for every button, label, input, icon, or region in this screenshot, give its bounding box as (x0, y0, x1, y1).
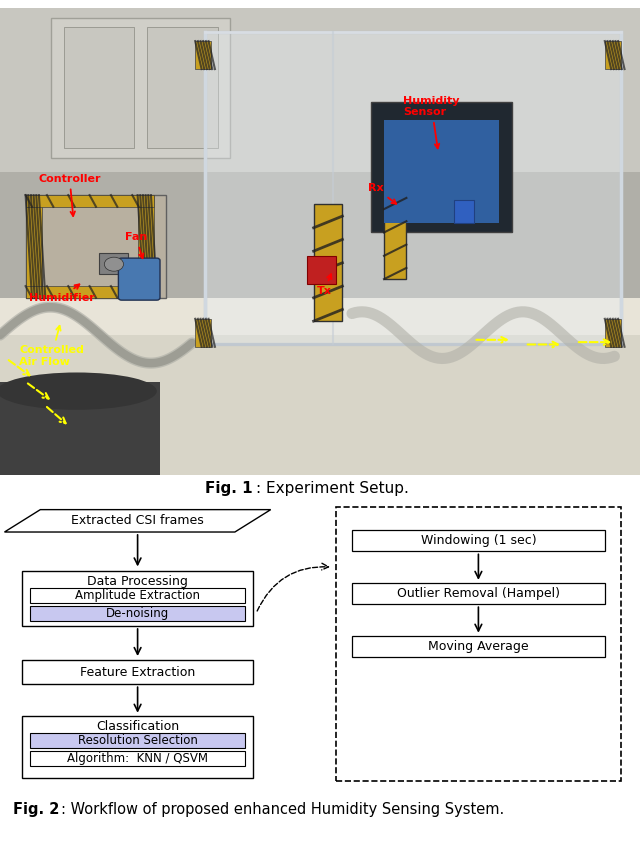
Text: Fig. 2: Fig. 2 (13, 801, 59, 817)
Bar (195, 319, 211, 346)
Bar (26, 195, 154, 207)
FancyBboxPatch shape (30, 588, 245, 603)
Text: Tx: Tx (317, 274, 332, 296)
Text: Moving Average: Moving Average (428, 640, 529, 653)
Text: Fig. 1: Fig. 1 (205, 481, 253, 496)
Circle shape (104, 257, 124, 271)
FancyBboxPatch shape (30, 733, 245, 748)
Text: Fan: Fan (125, 232, 147, 258)
Bar (99, 253, 128, 274)
Polygon shape (4, 510, 271, 532)
Bar (314, 204, 342, 321)
Bar (0, 382, 160, 475)
Bar (64, 27, 134, 149)
FancyBboxPatch shape (336, 506, 621, 781)
Bar (205, 32, 621, 345)
Text: Amplitude Extraction: Amplitude Extraction (75, 589, 200, 602)
Bar (605, 41, 621, 69)
Ellipse shape (0, 373, 157, 410)
Bar (138, 195, 154, 298)
FancyBboxPatch shape (352, 530, 605, 552)
Bar (371, 102, 512, 232)
FancyBboxPatch shape (118, 258, 160, 300)
Text: Classification: Classification (96, 720, 179, 733)
FancyBboxPatch shape (22, 660, 253, 685)
FancyBboxPatch shape (22, 571, 253, 626)
Text: Controller: Controller (38, 174, 101, 216)
Text: Humidity
Sensor: Humidity Sensor (403, 96, 460, 148)
FancyArrowPatch shape (257, 563, 328, 611)
Text: Resolution Selection: Resolution Selection (77, 734, 198, 747)
FancyBboxPatch shape (30, 606, 245, 621)
Text: Humidifier: Humidifier (29, 284, 95, 303)
Text: : Experiment Setup.: : Experiment Setup. (256, 481, 409, 496)
FancyBboxPatch shape (22, 716, 253, 778)
Bar (51, 18, 230, 158)
Bar (307, 256, 336, 283)
Bar (195, 41, 211, 69)
Bar (605, 319, 621, 346)
Text: : Workflow of proposed enhanced Humidity Sensing System.: : Workflow of proposed enhanced Humidity… (61, 801, 504, 817)
Bar (0, 298, 640, 336)
Text: Feature Extraction: Feature Extraction (80, 666, 195, 679)
Text: Controlled
Air Flow: Controlled Air Flow (19, 325, 84, 367)
FancyBboxPatch shape (352, 583, 605, 605)
FancyBboxPatch shape (30, 751, 245, 766)
Text: Data Processing: Data Processing (87, 575, 188, 588)
Bar (0, 8, 640, 172)
Text: Outlier Removal (Hampel): Outlier Removal (Hampel) (397, 587, 560, 600)
Text: Algorithm:  KNN / QSVM: Algorithm: KNN / QSVM (67, 752, 208, 764)
Text: Extracted CSI frames: Extracted CSI frames (71, 515, 204, 527)
Bar (26, 195, 42, 298)
Bar (26, 286, 154, 298)
Text: Rx: Rx (368, 183, 396, 204)
Bar (454, 200, 474, 223)
FancyBboxPatch shape (352, 636, 605, 657)
Text: Windowing (1 sec): Windowing (1 sec) (420, 534, 536, 547)
Bar (147, 27, 218, 149)
Bar (26, 195, 166, 298)
Text: De-noising: De-noising (106, 607, 169, 620)
Bar (384, 186, 406, 279)
Bar (0, 312, 640, 475)
Bar (384, 120, 499, 223)
